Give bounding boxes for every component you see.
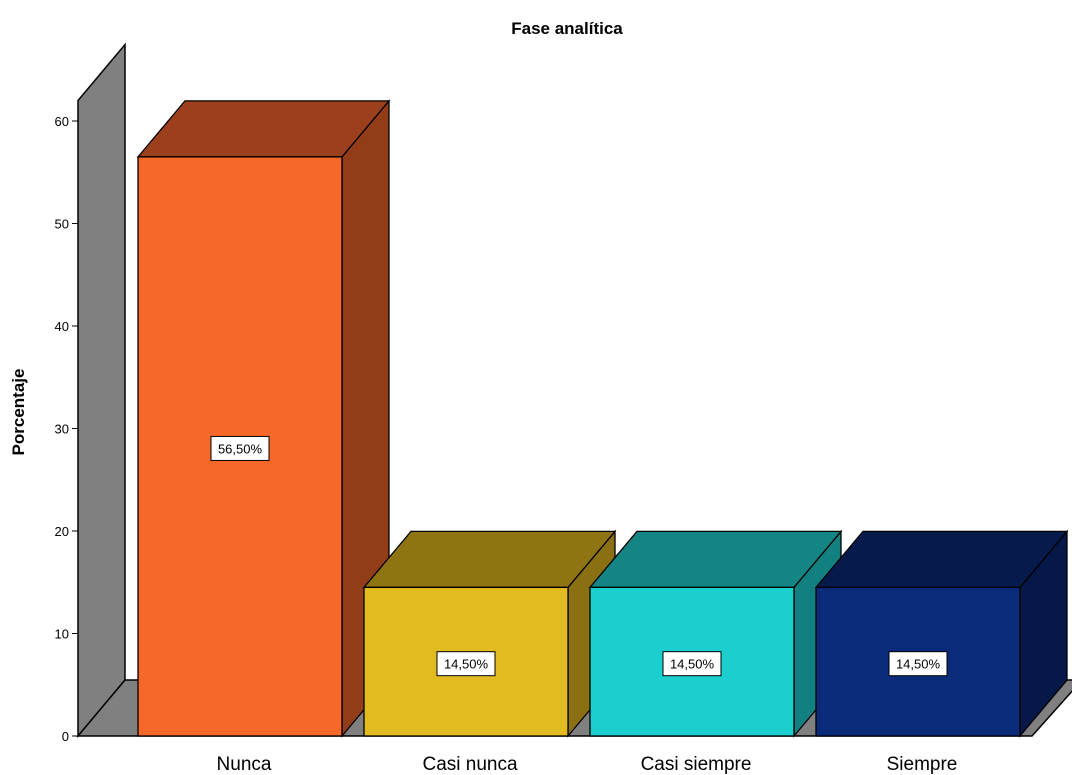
y-tick-label: 0	[62, 729, 69, 744]
data-label: 14,50%	[896, 657, 941, 672]
x-axis-categories: Nunca Casi nunca Casi siempre Siempre	[217, 754, 958, 775]
data-label: 56,50%	[218, 441, 263, 456]
x-tick-label: Casi nunca	[422, 754, 517, 775]
y-tick-label: 30	[55, 422, 69, 437]
data-label-box	[210, 435, 270, 461]
y-axis-label: Porcentaje	[9, 369, 28, 456]
data-label-box	[888, 651, 948, 677]
y-axis-ticks: 0 10 20 30 40 50 60	[55, 114, 78, 744]
y-tick-label: 60	[55, 114, 69, 129]
bars: 56,50% 14,50% 14,50% 14,50%	[136, 99, 1069, 738]
data-label-box	[662, 651, 722, 677]
x-tick-label: Siempre	[887, 754, 958, 775]
chart-title: Fase analítica	[511, 19, 623, 38]
bar-casi-siempre: 14,50%	[588, 529, 843, 738]
y-tick-label: 20	[55, 524, 69, 539]
y-tick-label: 50	[55, 217, 69, 232]
bar-casi-nunca: 14,50%	[362, 529, 617, 738]
bar-nunca: 56,50%	[136, 99, 391, 738]
bar-siempre: 14,50%	[814, 529, 1069, 738]
data-label-box	[436, 651, 496, 677]
y-tick-label: 10	[55, 627, 69, 642]
x-tick-label: Casi siempre	[641, 754, 752, 775]
x-tick-label: Nunca	[217, 754, 272, 775]
data-label: 14,50%	[670, 657, 715, 672]
left-wall	[77, 42, 126, 739]
y-tick-label: 40	[55, 319, 69, 334]
data-label: 14,50%	[444, 657, 489, 672]
